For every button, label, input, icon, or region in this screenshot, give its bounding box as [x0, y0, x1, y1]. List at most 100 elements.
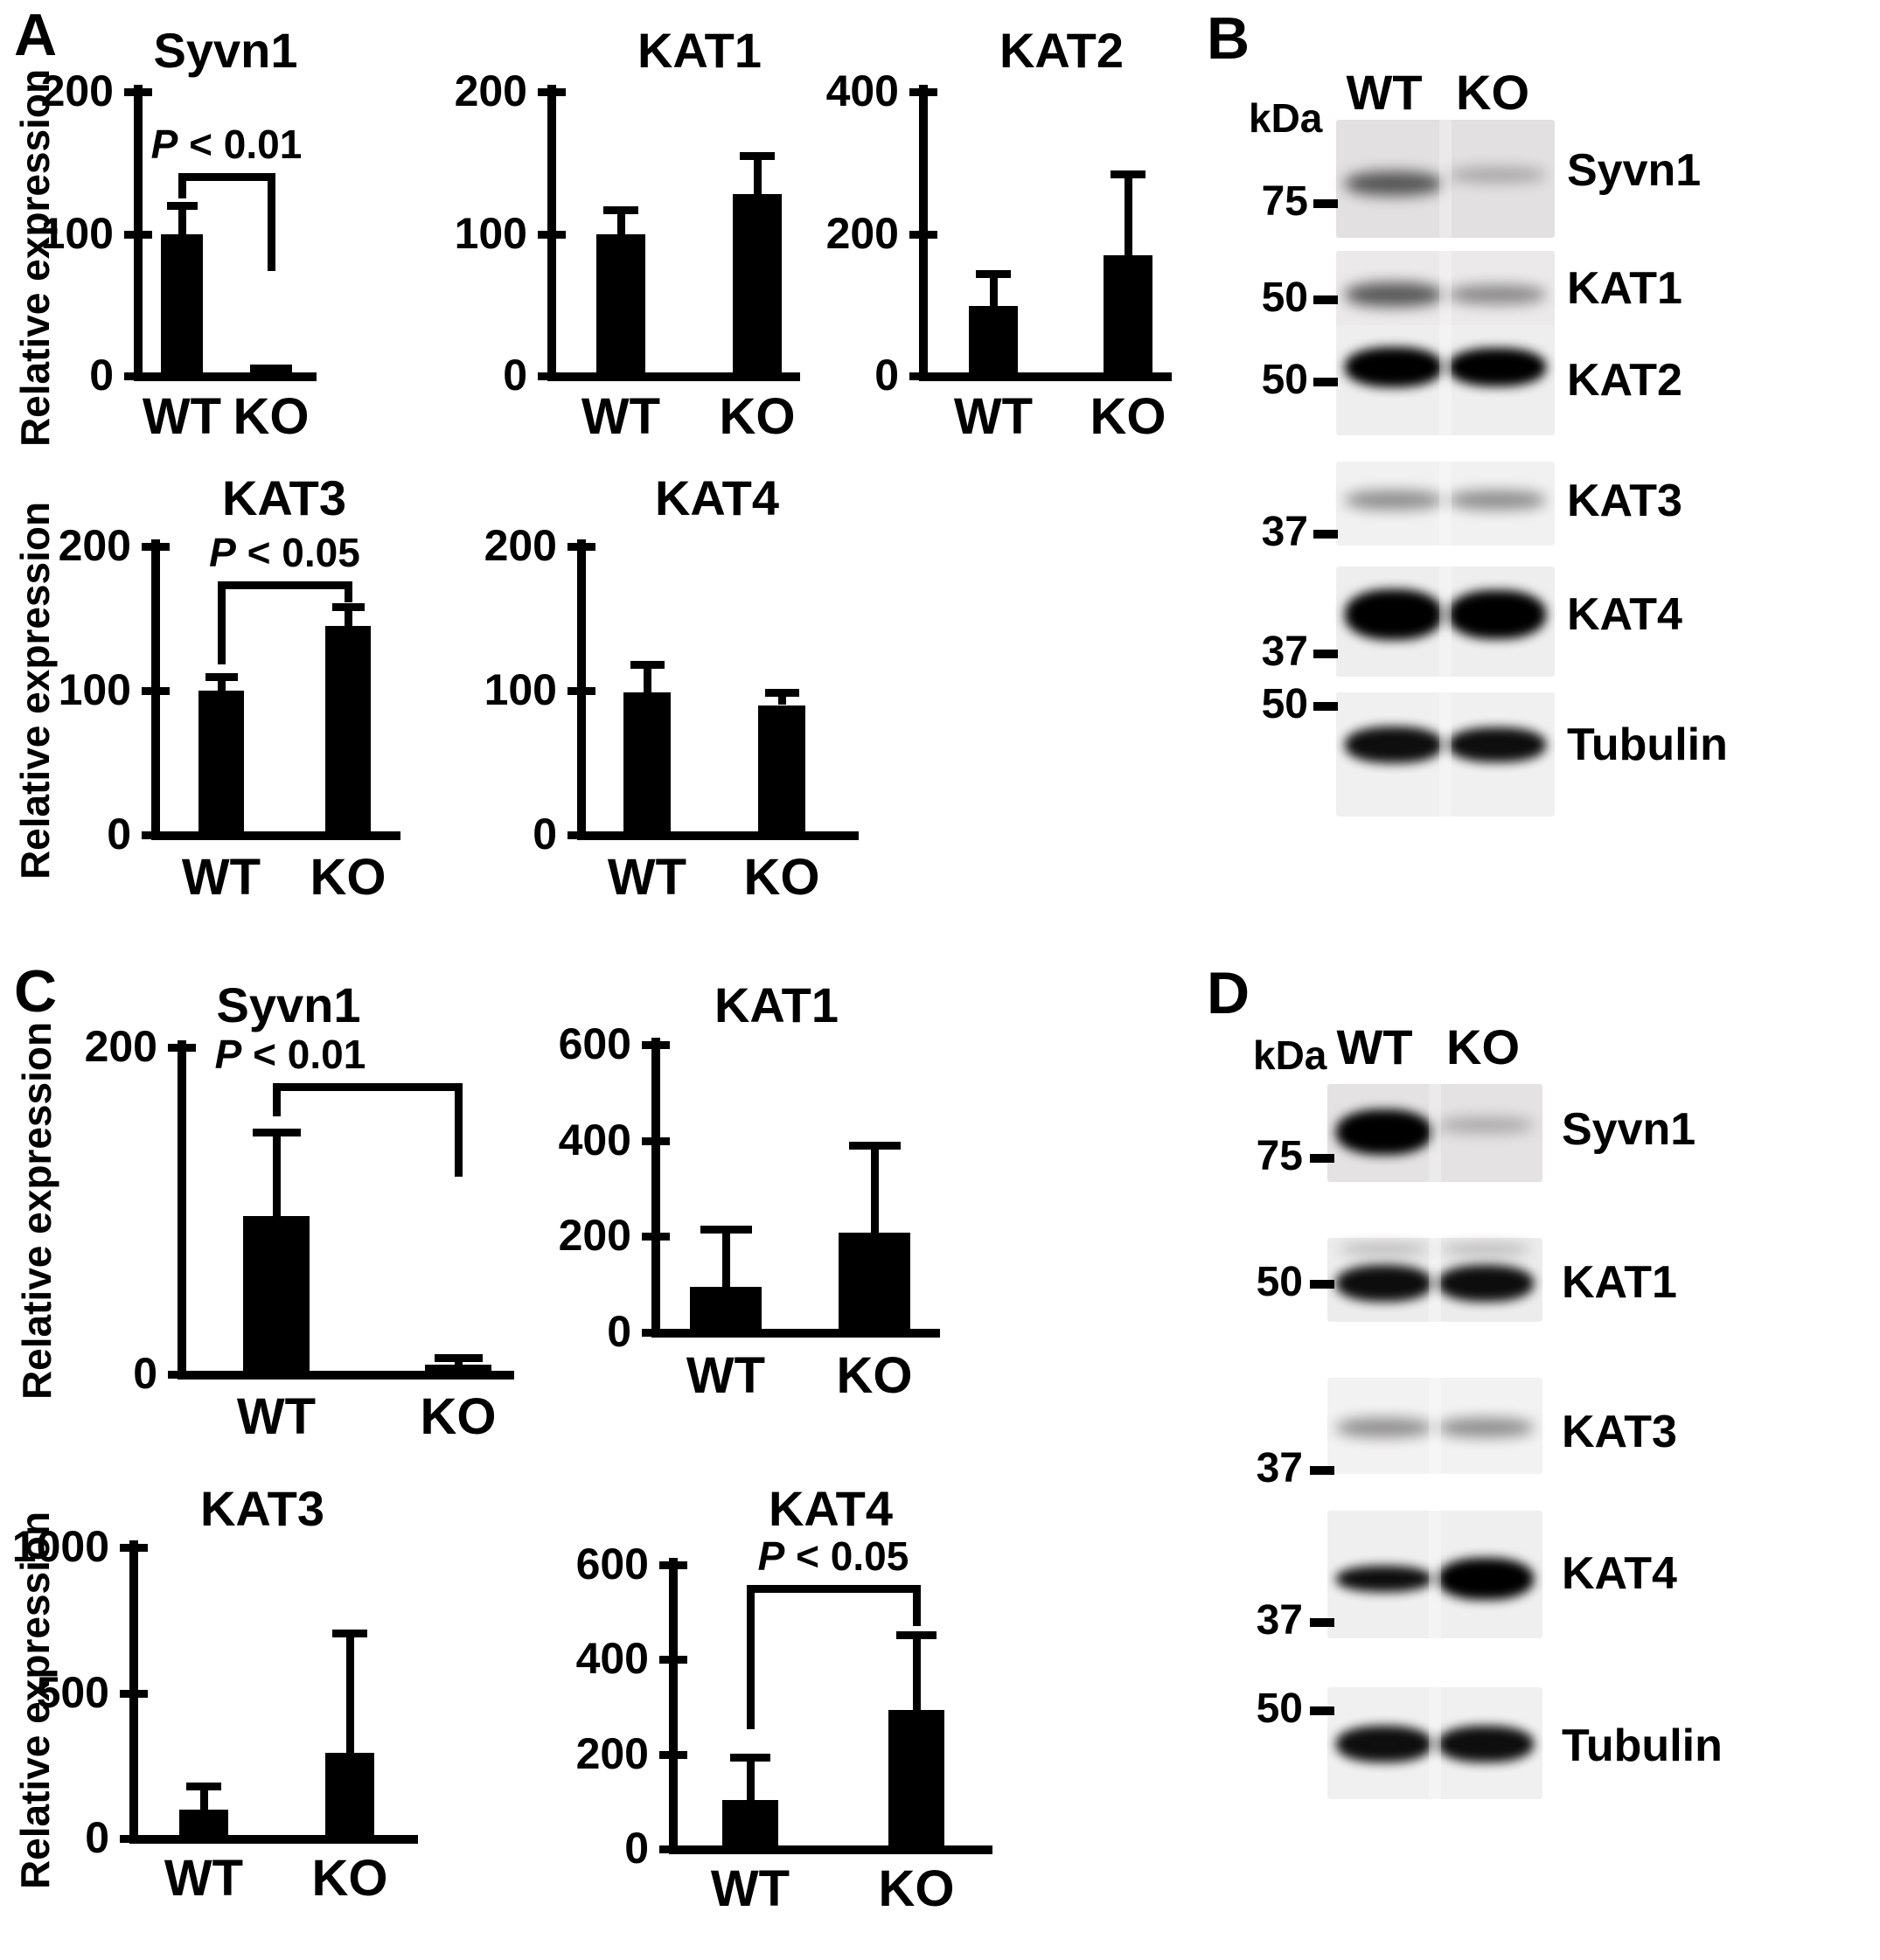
- lane-gap: [1439, 462, 1452, 546]
- y-tick: [538, 230, 566, 239]
- x-category-label: WT: [710, 1860, 790, 1917]
- blot-image-kat3: [1327, 1378, 1542, 1474]
- y-tick: [567, 687, 595, 695]
- error-bar-cap: [764, 688, 799, 697]
- error-bar-cap: [166, 202, 198, 210]
- y-tick-label: 0: [607, 1307, 631, 1356]
- error-bar-cap: [205, 672, 238, 681]
- y-tick: [909, 372, 937, 380]
- marker-value: 50: [1261, 357, 1308, 403]
- y-tick-label: 100: [58, 665, 131, 714]
- band-kat4-ko: [1438, 1558, 1534, 1600]
- y-tick-label: 0: [503, 351, 527, 400]
- marker-value: 50: [1256, 1259, 1303, 1305]
- y-tick-label: 200: [484, 521, 557, 570]
- marker-dash-icon: [1313, 530, 1338, 539]
- band-upper-kat1-ko: [1441, 1245, 1530, 1254]
- x-category-label: KO: [420, 1388, 497, 1445]
- panel-a-label: A: [14, 2, 58, 68]
- x-category-label: KO: [743, 849, 820, 906]
- panel-c-label: C: [14, 958, 58, 1025]
- lane-gap: [1429, 1084, 1441, 1182]
- error-bar-cap: [630, 661, 665, 670]
- marker-value: 50: [1261, 275, 1308, 321]
- y-tick-label: 0: [89, 351, 114, 400]
- marker-value: 37: [1256, 1445, 1303, 1491]
- error-bar-stem: [913, 1634, 921, 1711]
- y-tick-label: 200: [84, 1022, 157, 1071]
- y-tick-label: 100: [454, 208, 527, 258]
- x-category-label: WT: [142, 388, 222, 445]
- y-tick: [659, 1561, 687, 1569]
- bar-wt: [179, 1810, 228, 1838]
- band-tubulin-wt: [1336, 1726, 1432, 1762]
- lane-gap: [1429, 1238, 1441, 1322]
- y-tick-label: 200: [575, 1728, 649, 1778]
- error-bar-cap: [332, 1630, 367, 1638]
- error-bar-cap: [976, 270, 1011, 278]
- y-tick: [642, 1329, 670, 1337]
- band-kat4-ko: [1448, 590, 1546, 639]
- x-axis-line: [651, 1329, 940, 1338]
- x-category-label: KO: [719, 388, 796, 445]
- marker-dash-icon: [1310, 1280, 1334, 1289]
- y-tick: [659, 1845, 687, 1853]
- kda-unit-label: kDa: [1253, 1032, 1327, 1078]
- sig-bracket-left-arm: [218, 580, 226, 665]
- significance-label: P < 0.05: [757, 1533, 909, 1580]
- y-tick: [168, 1044, 196, 1052]
- x-category-label: KO: [310, 849, 386, 906]
- protein-label-kat2: KAT2: [1567, 355, 1682, 406]
- error-bar-cap: [331, 603, 365, 612]
- band-kat3-wt: [1336, 1418, 1432, 1437]
- protein-label-kat1: KAT1: [1567, 263, 1682, 314]
- protein-label-tubulin: Tubulin: [1567, 719, 1728, 770]
- error-bar-cap: [730, 1754, 770, 1762]
- chart-title: KAT4: [768, 1481, 894, 1536]
- band-kat1-wt: [1336, 1265, 1432, 1302]
- x-axis-line: [151, 831, 400, 840]
- y-tick-label: 500: [36, 1667, 109, 1717]
- band-syvn1-wt: [1336, 1109, 1432, 1155]
- protein-label-tubulin: Tubulin: [1562, 1720, 1723, 1771]
- x-category-label: WT: [164, 1850, 244, 1907]
- y-tick-label: 400: [825, 66, 899, 115]
- lane-gap: [1439, 251, 1452, 338]
- marker-dash-icon: [1310, 1618, 1334, 1627]
- y-tick-label: 600: [558, 1019, 631, 1068]
- chart-title: KAT4: [654, 470, 780, 525]
- x-axis-line: [178, 1371, 514, 1380]
- bar-wt: [623, 692, 671, 835]
- y-tick: [642, 1233, 670, 1241]
- y-tick-label: 400: [558, 1115, 631, 1164]
- x-category-label: WT: [581, 388, 661, 445]
- band-syvn1-ko: [1448, 167, 1546, 183]
- y-tick-label: 0: [85, 1813, 109, 1862]
- protein-label-syvn1: Syvn1: [1562, 1104, 1696, 1155]
- x-axis-line: [134, 372, 317, 381]
- sig-bracket-top: [747, 1585, 921, 1594]
- error-bar-stem: [754, 156, 762, 194]
- x-axis-line: [129, 1835, 418, 1844]
- band-tubulin-wt: [1345, 726, 1443, 763]
- y-tick-label: 0: [624, 1824, 649, 1873]
- protein-label-kat4: KAT4: [1567, 589, 1682, 640]
- band-upper-kat1-wt: [1340, 1245, 1429, 1254]
- bar-wt: [161, 233, 203, 376]
- y-tick-label: 0: [133, 1349, 157, 1398]
- y-tick-label: 0: [874, 351, 899, 400]
- sig-bracket-right-arm: [455, 1083, 463, 1177]
- lane-gap: [1439, 692, 1452, 817]
- y-tick: [642, 1136, 670, 1145]
- error-bar-cap: [603, 205, 638, 214]
- error-bar-stem: [345, 607, 352, 626]
- y-tick-label: 200: [825, 208, 899, 258]
- sig-bracket-right-arm: [268, 172, 275, 271]
- bar-ko: [425, 1364, 491, 1374]
- protein-label-kat4: KAT4: [1562, 1548, 1677, 1599]
- y-axis-line: [669, 1558, 678, 1854]
- y-tick: [642, 1041, 670, 1049]
- band-kat3-ko: [1438, 1418, 1534, 1437]
- band-syvn1-ko: [1438, 1117, 1534, 1133]
- x-category-label: WT: [181, 849, 261, 906]
